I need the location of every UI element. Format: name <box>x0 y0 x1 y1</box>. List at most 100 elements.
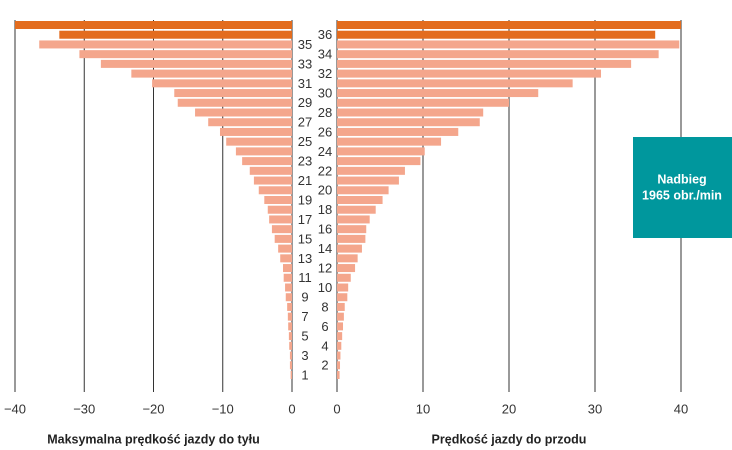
bar <box>337 322 344 331</box>
gear-label: 5 <box>301 329 308 344</box>
bar <box>337 50 659 59</box>
x-tick-label: −40 <box>4 401 26 416</box>
bar <box>337 89 539 98</box>
gear-label: 16 <box>318 222 332 237</box>
bar <box>280 254 292 263</box>
gear-label: 10 <box>318 280 332 295</box>
gear-label: 26 <box>318 124 332 139</box>
gear-label: 2 <box>321 358 328 373</box>
bar <box>287 312 292 321</box>
bar <box>337 196 383 204</box>
bar <box>337 30 656 39</box>
gear-label: 9 <box>301 290 308 305</box>
bar <box>267 205 292 214</box>
x-axis-title: Maksymalna prędkość jazdy do tyłu <box>47 432 260 446</box>
bar <box>337 157 421 166</box>
bar <box>264 196 292 204</box>
bar <box>337 166 405 175</box>
bar <box>337 98 509 107</box>
annotation-text: Nadbieg <box>657 172 706 186</box>
bar <box>337 332 343 341</box>
bar <box>219 127 292 136</box>
bar <box>59 30 292 39</box>
bar <box>288 332 292 341</box>
x-tick-label: −30 <box>73 401 95 416</box>
bar <box>337 40 680 49</box>
bar <box>337 176 399 185</box>
gear-label: 22 <box>318 163 332 178</box>
gear-label: 11 <box>298 270 312 285</box>
x-tick-label: −10 <box>212 401 234 416</box>
gear-label: 25 <box>298 134 312 149</box>
gear-label: 17 <box>298 212 312 227</box>
bar <box>337 69 602 78</box>
gear-label: 23 <box>298 154 312 169</box>
gear-label: 12 <box>318 260 332 275</box>
bar <box>131 69 292 78</box>
gear-label: 6 <box>321 319 328 334</box>
bar <box>177 98 292 107</box>
bar <box>285 293 292 302</box>
bar <box>337 118 480 127</box>
bar <box>152 79 292 88</box>
bar <box>337 351 341 360</box>
bar <box>337 371 340 379</box>
x-tick-label: 0 <box>288 401 295 416</box>
gear-label: 32 <box>318 66 332 81</box>
bar <box>253 176 292 185</box>
x-tick-label: 10 <box>416 401 430 416</box>
bar <box>282 264 292 273</box>
bar <box>242 157 292 166</box>
bar <box>289 341 292 350</box>
bar <box>337 215 370 224</box>
bar <box>283 273 292 282</box>
bar <box>271 225 292 234</box>
gear-label: 8 <box>321 299 328 314</box>
x-tick-label: 30 <box>588 401 602 416</box>
bar <box>195 108 292 117</box>
bar <box>258 186 292 195</box>
bar <box>235 147 292 156</box>
gear-label: 27 <box>298 115 312 130</box>
x-axis-title: Prędkość jazdy do przodu <box>432 432 587 446</box>
bar <box>337 361 341 370</box>
bar <box>15 21 292 29</box>
bar <box>337 225 367 234</box>
bar <box>337 147 425 156</box>
bar <box>337 79 573 88</box>
bar <box>274 234 292 243</box>
bar <box>337 244 362 253</box>
bar <box>337 234 366 243</box>
gear-label: 29 <box>298 95 312 110</box>
x-tick-label: 0 <box>333 401 340 416</box>
gear-label: 14 <box>318 241 332 256</box>
gear-label: 19 <box>298 192 312 207</box>
gear-label: 3 <box>301 348 308 363</box>
bar <box>337 293 348 302</box>
gear-label: 4 <box>321 338 328 353</box>
bar <box>337 108 484 117</box>
bar <box>337 283 349 292</box>
bar <box>337 341 342 350</box>
gear-label: 30 <box>318 85 332 100</box>
gear-label: 35 <box>298 37 312 52</box>
gear-label: 7 <box>301 309 308 324</box>
bar <box>337 205 376 214</box>
bar <box>337 186 389 195</box>
x-tick-label: −20 <box>142 401 164 416</box>
bar <box>269 215 292 224</box>
bar <box>337 137 442 146</box>
bar <box>337 254 358 263</box>
annotation-box <box>633 137 732 238</box>
x-tick-label: 40 <box>674 401 688 416</box>
bar <box>226 137 292 146</box>
bar <box>278 244 292 253</box>
bar <box>337 21 681 29</box>
bar <box>337 59 632 68</box>
bar <box>285 283 292 292</box>
gear-label: 33 <box>298 56 312 71</box>
bar <box>100 59 293 68</box>
gear-label: 34 <box>318 47 332 62</box>
bar <box>39 40 292 49</box>
